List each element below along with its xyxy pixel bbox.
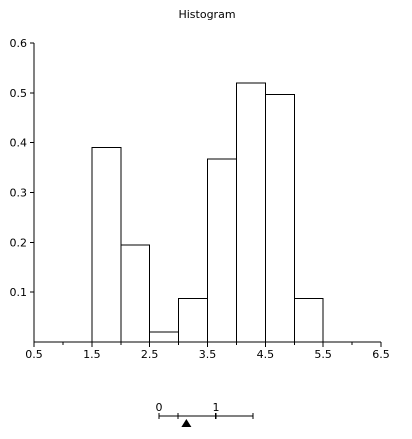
x-tick-label: 5.5 xyxy=(314,348,332,361)
x-tick-label: 3.5 xyxy=(199,348,217,361)
slider-handle[interactable] xyxy=(181,419,192,427)
x-tick-label: 2.5 xyxy=(141,348,159,361)
histogram-bar-3 xyxy=(149,331,180,343)
histogram-bar-8 xyxy=(293,298,324,343)
histogram-bar-2 xyxy=(120,244,151,343)
slider-max-label: 1 xyxy=(213,401,220,414)
axes-layer: 0.1 0.2 0.3 0.4 0.5 0.6 0.5 1.5 2.5 3.5 4.5 5.5 6.5 xyxy=(10,37,390,361)
bin-width-slider[interactable]: 0 1 xyxy=(156,401,254,427)
histogram-bar-6 xyxy=(235,82,266,343)
y-tick-label: 0.5 xyxy=(10,87,28,100)
histogram-bar-1 xyxy=(91,147,122,343)
slider-min-label: 0 xyxy=(156,401,163,414)
x-tick-label: 4.5 xyxy=(257,348,275,361)
y-tick-label: 0.4 xyxy=(10,137,28,150)
bars-layer xyxy=(91,82,324,343)
x-tick-label: 1.5 xyxy=(83,348,101,361)
y-tick-label: 0.6 xyxy=(10,37,28,50)
histogram-bar-5 xyxy=(207,158,237,343)
y-tick-label: 0.3 xyxy=(10,187,28,200)
histogram-bar-4 xyxy=(178,298,208,343)
histogram-bar-7 xyxy=(264,93,295,343)
chart-title: Histogram xyxy=(178,8,235,21)
x-tick-label: 6.5 xyxy=(372,348,390,361)
x-tick-label: 0.5 xyxy=(25,348,43,361)
y-tick-label: 0.1 xyxy=(10,286,28,299)
y-tick-label: 0.2 xyxy=(10,236,28,249)
